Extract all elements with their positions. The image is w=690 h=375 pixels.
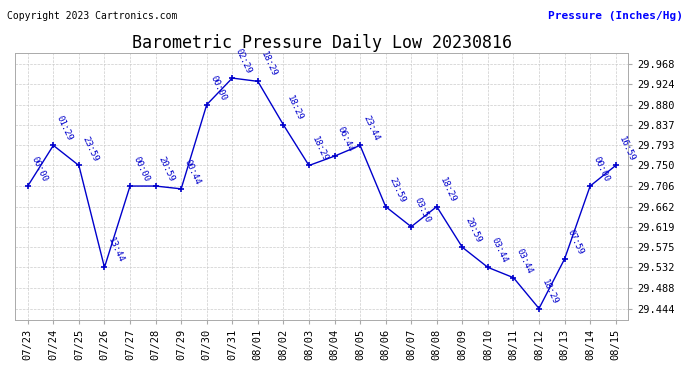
- Text: 03:44: 03:44: [489, 236, 509, 265]
- Text: 07:59: 07:59: [566, 228, 586, 256]
- Text: 18:29: 18:29: [540, 278, 560, 306]
- Text: 03:50: 03:50: [413, 196, 432, 224]
- Text: 16:59: 16:59: [617, 135, 637, 163]
- Text: 18:29: 18:29: [438, 176, 457, 204]
- Text: Pressure (Inches/Hg): Pressure (Inches/Hg): [548, 11, 683, 21]
- Text: 00:00: 00:00: [131, 155, 151, 183]
- Text: 06:44: 06:44: [336, 125, 355, 153]
- Text: 13:44: 13:44: [106, 236, 126, 265]
- Text: 18:29: 18:29: [259, 50, 279, 79]
- Text: 02:29: 02:29: [234, 47, 253, 75]
- Text: 23:59: 23:59: [387, 176, 406, 204]
- Text: Copyright 2023 Cartronics.com: Copyright 2023 Cartronics.com: [7, 11, 177, 21]
- Text: 00:00: 00:00: [29, 155, 49, 183]
- Title: Barometric Pressure Daily Low 20230816: Barometric Pressure Daily Low 20230816: [132, 34, 512, 52]
- Text: 03:44: 03:44: [515, 247, 534, 275]
- Text: 20:59: 20:59: [157, 155, 177, 183]
- Text: 18:29: 18:29: [285, 94, 304, 122]
- Text: 18:29: 18:29: [310, 135, 330, 163]
- Text: 01:29: 01:29: [55, 114, 75, 142]
- Text: 23:44: 23:44: [362, 114, 381, 142]
- Text: 00:00: 00:00: [208, 74, 228, 102]
- Text: 20:59: 20:59: [464, 216, 483, 244]
- Text: 23:59: 23:59: [80, 135, 100, 163]
- Text: 00:00: 00:00: [591, 155, 611, 183]
- Text: 00:44: 00:44: [183, 158, 202, 186]
